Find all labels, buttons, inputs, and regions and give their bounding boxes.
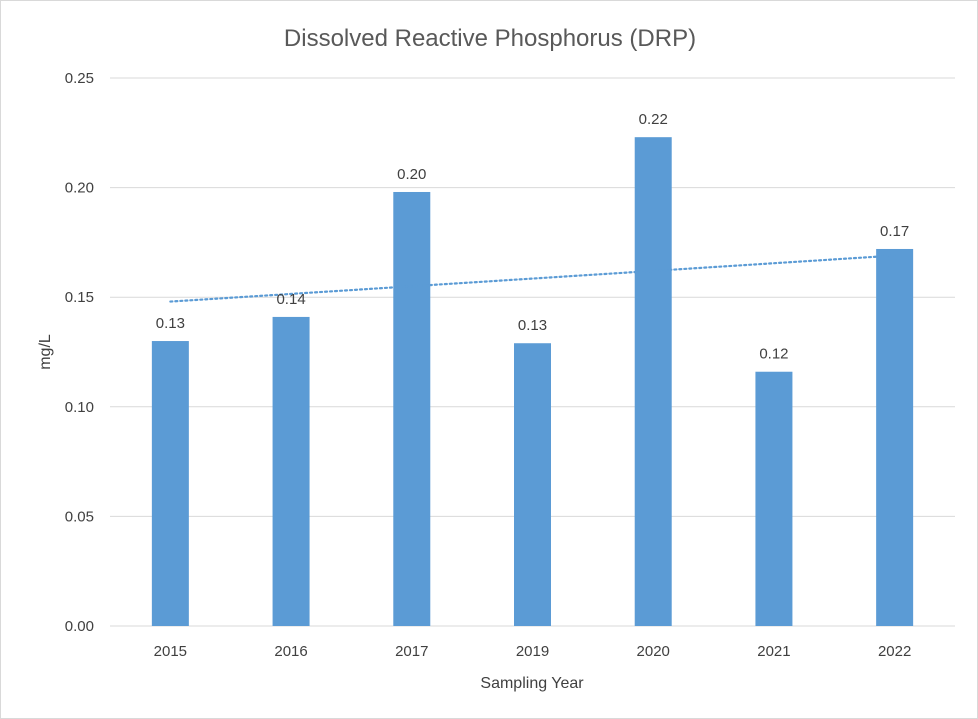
data-label: 0.13 [156,315,185,332]
bar [272,316,310,626]
bar [514,343,551,626]
data-label: 0.14 [276,291,305,308]
bar [151,341,189,626]
y-tick-label: 0.20 [65,180,94,197]
data-label: 0.12 [759,346,788,363]
trendline [169,254,896,303]
x-tick-label: 2021 [757,643,790,660]
x-tick-label: 2019 [516,643,549,660]
bar [393,191,431,626]
bar [876,248,914,626]
data-labels: 0.13 0.14 0.20 0.13 0.22 0.12 0.17 [156,111,909,363]
x-tick-label: 2017 [395,643,428,660]
bars [151,137,914,626]
y-tick-label: 0.05 [65,508,94,525]
data-label: 0.22 [639,111,668,128]
y-axis-label: mg/L [37,334,54,370]
bar [634,137,672,626]
x-tick-label: 2015 [154,643,187,660]
trendline-layer [169,254,896,303]
data-label: 0.13 [518,317,547,334]
chart-title: Dissolved Reactive Phosphorus (DRP) [284,25,696,52]
data-label: 0.20 [397,166,426,183]
x-tick-label: 2016 [274,643,307,660]
y-tick-label: 0.25 [65,70,94,87]
x-tick-label: 2022 [878,643,911,660]
x-axis-ticks: 2015 2016 2017 2019 2020 2021 2022 [154,643,912,660]
bar [755,371,793,626]
x-axis-label: Sampling Year [480,675,584,692]
y-tick-label: 0.15 [65,289,94,306]
data-label: 0.17 [880,223,909,240]
y-tick-label: 0.10 [65,399,94,416]
y-axis-ticks: 0.00 0.05 0.10 0.15 0.20 0.25 [65,70,94,635]
y-tick-label: 0.00 [65,618,94,635]
x-tick-label: 2020 [637,643,670,660]
